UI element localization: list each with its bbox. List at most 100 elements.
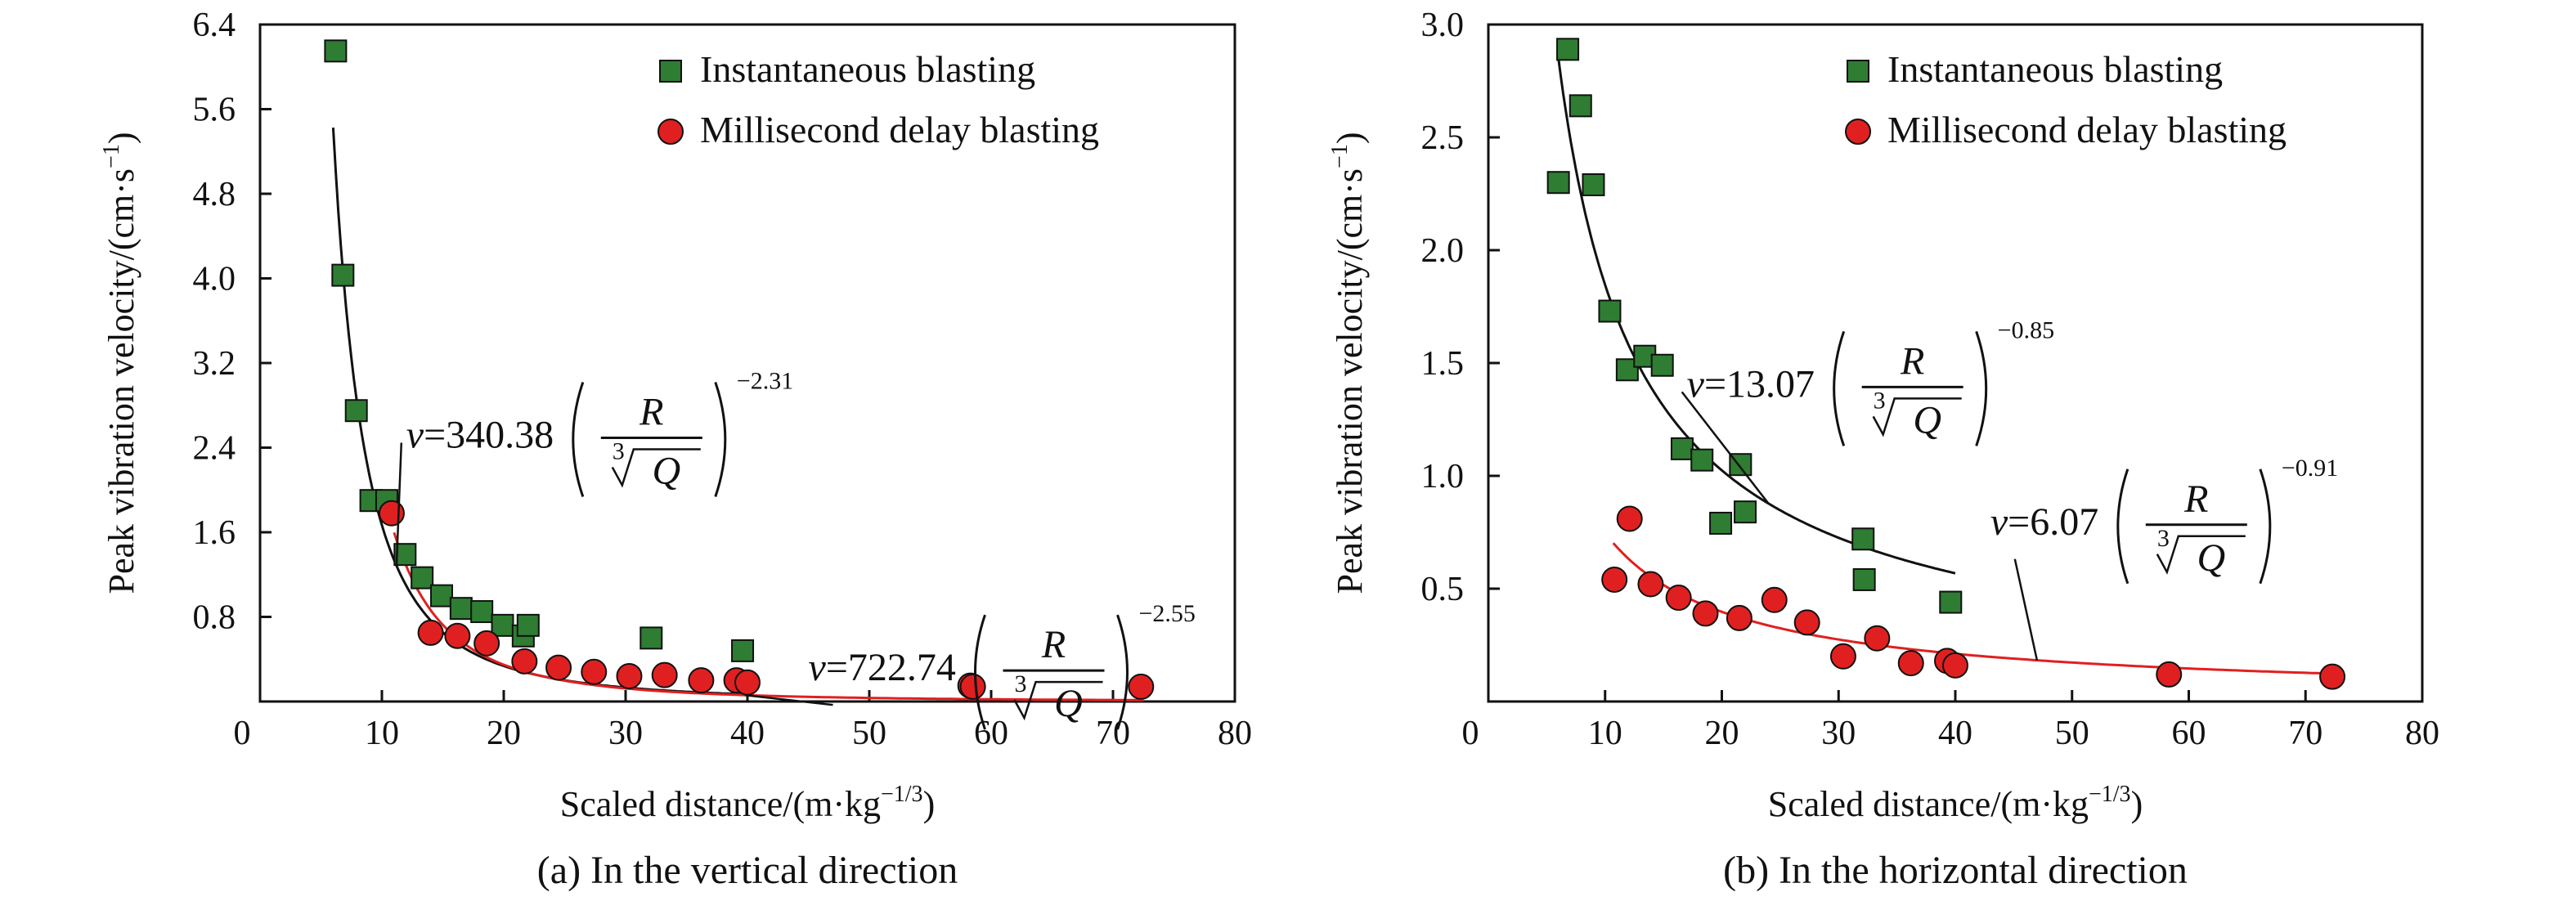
right-paren <box>2259 468 2272 585</box>
chart-caption: (b) In the horizontal direction <box>1723 849 2188 892</box>
x-tick-label: 70 <box>1096 715 1130 752</box>
equation-lhs: v=722.74 <box>809 646 956 689</box>
data-point-circle <box>1692 600 1719 627</box>
x-tick-label: 30 <box>1821 715 1856 752</box>
data-point-circle <box>378 500 405 527</box>
data-point-square <box>1734 500 1757 524</box>
y-tick-label: 0.8 <box>193 599 236 637</box>
data-point-circle <box>1761 586 1788 613</box>
left-paren <box>974 614 986 730</box>
equation-exponent: −0.85 <box>1998 316 2054 343</box>
data-point-circle <box>1128 673 1155 700</box>
data-point-circle <box>511 648 538 675</box>
y-axis-label: Peak vibration velocity/(cm·s−1) <box>99 132 141 594</box>
fit-equation: v=340.38 R3 Q −2.31 <box>395 368 793 567</box>
data-point-circle <box>545 654 572 681</box>
data-point-circle <box>1637 571 1664 598</box>
equation-exponent: −2.31 <box>737 368 793 395</box>
x-tick-label: 60 <box>974 715 1008 752</box>
data-point-circle <box>1942 652 1968 679</box>
data-point-square <box>640 626 663 650</box>
y-tick-label: 0.5 <box>1421 571 1465 608</box>
data-point-circle <box>444 622 471 649</box>
data-point-circle <box>2319 663 2346 690</box>
fit-curve <box>331 128 748 696</box>
y-tick-label: 2.5 <box>1421 119 1465 157</box>
left-paren <box>1833 330 1846 446</box>
equation-exponent: −0.91 <box>2282 455 2338 482</box>
chart-caption: (a) In the vertical direction <box>537 849 958 892</box>
data-point-square <box>491 613 514 637</box>
x-axis-label: Scaled distance/(m·kg−1/3) <box>1768 782 2143 824</box>
data-point-square <box>1582 173 1605 196</box>
right-paren <box>714 382 727 497</box>
x-tick-label: 40 <box>1938 715 1972 752</box>
x-tick-label: 40 <box>730 715 765 752</box>
x-tick-label: 30 <box>608 715 643 752</box>
y-tick-label: 3.2 <box>193 345 236 383</box>
x-tick-label: 10 <box>365 715 399 752</box>
x-tick-label: 10 <box>1588 715 1622 752</box>
left-paren <box>2116 468 2129 585</box>
equation-exponent: −2.55 <box>1139 600 1196 627</box>
data-point-circle <box>581 658 608 685</box>
data-point-circle <box>1601 566 1628 593</box>
data-point-circle <box>2156 661 2183 688</box>
fraction-denominator: Q <box>1913 398 1941 442</box>
right-paren <box>1116 614 1129 730</box>
equation-leader-line <box>395 442 403 567</box>
y-tick-label: 5.6 <box>193 92 236 129</box>
fit-equation: v=6.07 R3 Q −0.91 <box>1990 455 2338 661</box>
equation-lhs: v=6.07 <box>1990 500 2098 544</box>
legend-label: Millisecond delay blasting <box>1887 109 2287 150</box>
data-point-circle <box>1726 604 1752 631</box>
y-tick-label: 1.5 <box>1421 345 1465 383</box>
x-tick-label: 0 <box>234 715 251 752</box>
equation-leader-line <box>1681 391 1770 504</box>
legend-marker-square <box>659 60 682 83</box>
y-tick-label: 1.0 <box>1421 458 1465 495</box>
equation-leader-line <box>744 693 833 706</box>
root-index: 3 <box>2157 525 2170 552</box>
y-tick-label: 6.4 <box>193 7 236 44</box>
fit-equation: v=13.07 R3 Q −0.85 <box>1681 316 2054 504</box>
fit-curve <box>1612 542 2335 675</box>
y-tick-label: 3.0 <box>1421 7 1465 44</box>
data-point-square <box>324 39 348 63</box>
y-tick-label: 2.4 <box>193 430 236 468</box>
x-tick-label: 50 <box>852 715 886 752</box>
data-point-circle <box>1864 625 1891 652</box>
data-point-square <box>1650 353 1674 377</box>
right-paren <box>1975 330 1988 446</box>
fraction-numerator: R <box>1900 339 1924 383</box>
y-axis-label: Peak vibration velocity/(cm·s−1) <box>1327 132 1370 594</box>
y-tick-label: 2.0 <box>1421 232 1465 270</box>
fit-equation: v=722.74 R3 Q −2.55 <box>744 600 1196 730</box>
data-point-square <box>1852 567 1876 591</box>
data-point-circle <box>688 667 715 694</box>
x-tick-label: 20 <box>1705 715 1739 752</box>
x-tick-label: 60 <box>2172 715 2206 752</box>
equation-lhs: v=340.38 <box>406 414 554 457</box>
data-point-circle <box>1897 650 1924 677</box>
legend-label: Instantaneous blasting <box>700 48 1035 90</box>
data-point-circle <box>417 619 444 646</box>
y-tick-label: 4.8 <box>193 176 236 213</box>
data-point-square <box>1546 171 1570 195</box>
data-point-circle <box>1665 585 1692 612</box>
radical-sign <box>1013 680 1103 721</box>
fraction-denominator: Q <box>652 450 680 493</box>
radical-sign <box>1872 397 1962 437</box>
data-point-square <box>1670 437 1694 460</box>
legend-label: Instantaneous blasting <box>1887 48 2223 90</box>
data-point-square <box>1709 511 1733 535</box>
data-point-square <box>430 584 454 607</box>
x-tick-label: 50 <box>2055 715 2089 752</box>
data-point-circle <box>1616 505 1643 532</box>
fit-curve <box>1557 58 1956 575</box>
data-point-square <box>411 566 434 589</box>
data-point-square <box>1568 94 1592 118</box>
data-point-square <box>470 600 494 624</box>
root-index: 3 <box>1015 670 1027 697</box>
data-point-circle <box>616 662 643 689</box>
